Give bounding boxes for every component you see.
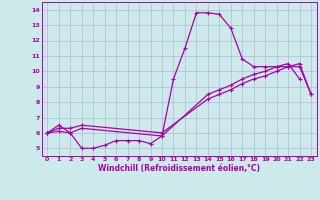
X-axis label: Windchill (Refroidissement éolien,°C): Windchill (Refroidissement éolien,°C) <box>98 164 260 173</box>
